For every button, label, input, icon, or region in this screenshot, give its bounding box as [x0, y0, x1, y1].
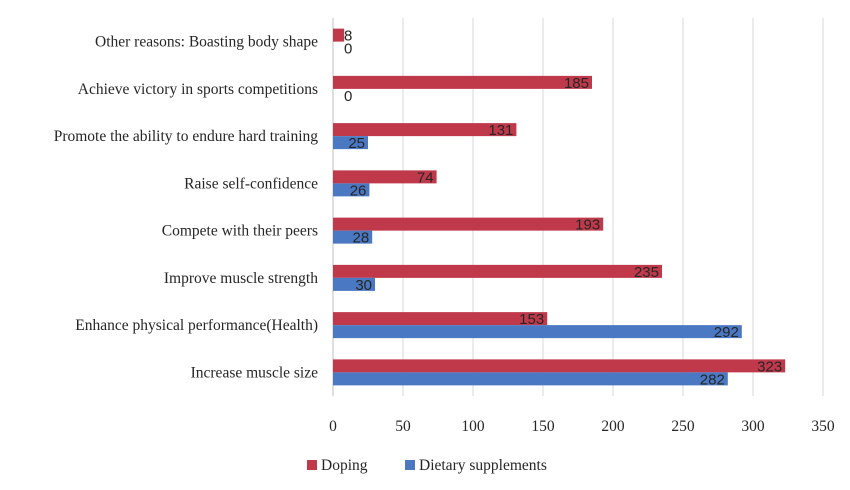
category-labels: Other reasons: Boasting body shape Achiev… — [54, 34, 319, 382]
data-label: 193 — [575, 217, 600, 234]
x-tick-label: 50 — [395, 418, 411, 435]
category-label: Achieve victory in sports competitions — [78, 81, 318, 98]
data-label: 185 — [564, 75, 589, 92]
category-label: Promote the ability to endure hard train… — [54, 128, 319, 145]
bar-doping — [333, 312, 548, 326]
data-label: 30 — [355, 277, 372, 294]
bar-dietary-supplements — [333, 372, 728, 386]
bar-doping — [333, 123, 517, 137]
bar-dietary-supplements — [333, 136, 368, 150]
category-label: Other reasons: Boasting body shape — [95, 34, 318, 51]
data-label: 0 — [344, 88, 352, 105]
data-label: 8 — [344, 28, 352, 45]
data-label: 0 — [344, 41, 352, 58]
x-tick-label: 350 — [811, 418, 835, 435]
data-label: 26 — [350, 182, 367, 199]
data-label: 153 — [519, 311, 544, 328]
x-tick-label: 300 — [741, 418, 765, 435]
category-label: Raise self-confidence — [184, 175, 318, 192]
category-label: Increase muscle size — [191, 364, 318, 381]
x-tick-label: 100 — [461, 418, 485, 435]
bar-doping — [333, 28, 345, 42]
data-label: 25 — [348, 135, 365, 152]
category-label: Improve muscle strength — [164, 270, 318, 287]
legend-swatch-dietary-supplements — [405, 460, 415, 470]
legend-label-dietary-supplements: Dietary supplements — [419, 457, 547, 474]
category-label: Enhance physical performance(Health) — [75, 317, 318, 334]
data-label: 292 — [714, 324, 739, 341]
data-label: 74 — [417, 169, 434, 186]
bar-doping — [333, 359, 786, 373]
data-label: 28 — [353, 230, 370, 247]
bar-doping — [333, 217, 604, 231]
data-label: 323 — [757, 358, 782, 375]
data-label: 282 — [700, 371, 725, 388]
x-axis-ticks: 0 50 100 150 200 250 300 350 — [329, 418, 835, 435]
bar-doping — [333, 75, 592, 89]
legend-label-doping: Doping — [321, 457, 368, 474]
category-label: Compete with their peers — [162, 223, 318, 240]
bar-doping — [333, 264, 662, 278]
x-tick-label: 250 — [671, 418, 695, 435]
data-label: 235 — [634, 264, 659, 281]
bar-dietary-supplements — [333, 325, 742, 339]
bar-dietary-supplements — [333, 277, 375, 291]
x-tick-label: 200 — [601, 418, 625, 435]
x-tick-label: 0 — [329, 418, 337, 435]
x-tick-label: 150 — [531, 418, 555, 435]
bar-doping — [333, 170, 437, 184]
legend: Doping Dietary supplements — [307, 457, 547, 474]
bar-dietary-supplements — [333, 183, 370, 197]
data-label: 131 — [488, 122, 513, 139]
bar-dietary-supplements — [333, 230, 373, 244]
legend-swatch-doping — [307, 460, 317, 470]
